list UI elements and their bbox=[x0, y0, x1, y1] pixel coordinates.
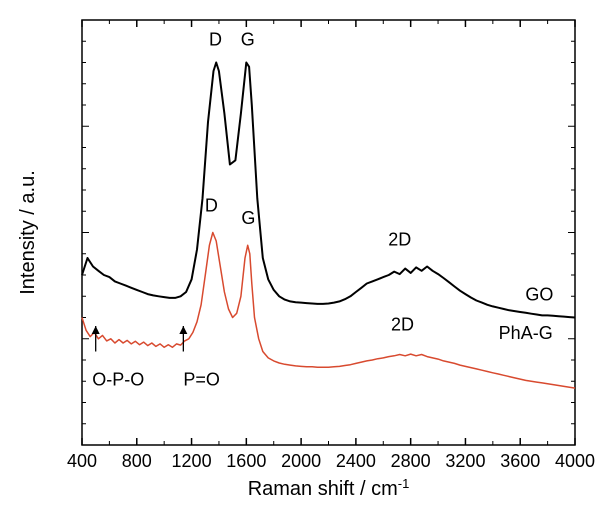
peak-label: D bbox=[205, 195, 218, 215]
svg-text:800: 800 bbox=[122, 451, 152, 471]
svg-text:3600: 3600 bbox=[500, 451, 540, 471]
svg-text:2000: 2000 bbox=[281, 451, 321, 471]
peak-label: 2D bbox=[388, 229, 411, 249]
svg-text:1200: 1200 bbox=[172, 451, 212, 471]
annotation-label: O-P-O bbox=[92, 370, 144, 390]
chart-container: 40080012001600200024002800320036004000GO… bbox=[0, 0, 600, 511]
series-label-GO: GO bbox=[525, 285, 553, 305]
series-label-PhA-G: PhA-G bbox=[499, 323, 553, 343]
x-axis-label: Raman shift / cm-1 bbox=[248, 476, 410, 501]
svg-text:1600: 1600 bbox=[226, 451, 266, 471]
peak-label: G bbox=[241, 208, 255, 228]
annotation-label: P=O bbox=[183, 370, 220, 390]
svg-text:400: 400 bbox=[67, 451, 97, 471]
svg-text:2400: 2400 bbox=[336, 451, 376, 471]
svg-text:2800: 2800 bbox=[391, 451, 431, 471]
peak-label: D bbox=[209, 30, 222, 50]
peak-label: 2D bbox=[391, 314, 414, 334]
y-axis-label: Intensity / a.u. bbox=[17, 170, 39, 295]
svg-text:4000: 4000 bbox=[555, 451, 595, 471]
peak-label: G bbox=[241, 30, 255, 50]
raman-chart-svg: 40080012001600200024002800320036004000GO… bbox=[0, 0, 600, 511]
svg-text:3200: 3200 bbox=[445, 451, 485, 471]
